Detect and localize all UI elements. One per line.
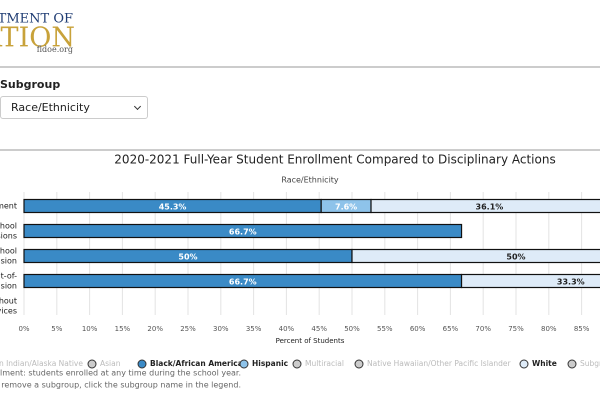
chart-subtitle: Race/Ethnicity	[281, 176, 339, 185]
legend-marker[interactable]	[137, 359, 147, 369]
data-label: 45.3%	[159, 203, 187, 212]
legend-label[interactable]: Black/African American	[150, 359, 248, 368]
data-label: 66.7%	[229, 278, 257, 287]
subgroup-select[interactable]: Race/Ethnicity	[0, 96, 148, 119]
note: Enrollment: students enrolled at any tim…	[0, 369, 241, 378]
x-tick-label: 5%	[51, 325, 62, 333]
filter-label: Subgroup	[0, 78, 60, 91]
legend-label[interactable]: Multiracial	[305, 359, 344, 368]
x-tick-label: 25%	[180, 325, 196, 333]
x-tick-label: 75%	[508, 325, 524, 333]
data-label: 36.1%	[476, 203, 504, 212]
x-tick-label: 35%	[246, 325, 262, 333]
legend-marker[interactable]	[292, 359, 302, 369]
legend-marker[interactable]	[87, 359, 97, 369]
bar-segment	[351, 248, 600, 264]
x-tick-label: 60%	[410, 325, 426, 333]
x-tick-label: 85%	[574, 325, 590, 333]
y-tick-label: In-School	[0, 247, 17, 256]
data-label: 7.6%	[335, 203, 357, 212]
bar-segment	[460, 273, 600, 289]
y-tick-label: Out-of-	[0, 272, 17, 281]
note: To add or remove a subgroup, click the s…	[0, 381, 241, 390]
plot: 0% 5% 10% 15% 20% 25% 30% 35% 40% 45% 50% 55% 60% 65%…	[0, 192, 600, 390]
y-tick-label: Out-of-School	[0, 222, 17, 231]
y-tick-label: Suspension	[0, 257, 17, 266]
logo-main: EDUCATION	[0, 23, 75, 54]
x-tick-label: 10%	[82, 325, 98, 333]
x-tick-label: 30%	[213, 325, 229, 333]
data-label: 33.3%	[557, 278, 585, 287]
legend-label[interactable]: Native Hawaiian/Other Pacific Islander	[367, 359, 512, 368]
data-label: 66.7%	[229, 228, 257, 237]
data-label: 50%	[506, 253, 525, 262]
bar-segment	[370, 198, 600, 214]
legend-marker[interactable]	[519, 359, 529, 369]
x-axis-label: Percent of Students	[276, 337, 345, 345]
x-tick-label: 20%	[147, 325, 163, 333]
legend-label[interactable]: White	[532, 359, 557, 368]
x-tick-label: 0%	[18, 325, 29, 333]
x-tick-label: 65%	[443, 325, 459, 333]
legend-marker[interactable]	[354, 359, 364, 369]
y-tick-label: Enrollment	[0, 202, 17, 211]
logo-url[interactable]: fldoe.org	[37, 45, 73, 54]
x-tick-label: 50%	[344, 325, 360, 333]
y-tick-label: Suspensions	[0, 232, 17, 241]
y-tick-label: Expulsion Without	[0, 297, 17, 306]
legend-marker[interactable]	[239, 359, 249, 369]
y-tick-label: Services	[0, 307, 17, 316]
legend-label[interactable]: Asian	[100, 359, 121, 368]
legend-label[interactable]: Hispanic	[252, 359, 288, 368]
bar-segment	[23, 223, 463, 239]
x-tick-label: 15%	[115, 325, 131, 333]
legend-marker[interactable]	[567, 359, 577, 369]
data-label: 50%	[178, 253, 197, 262]
x-tick-label: 70%	[475, 325, 491, 333]
logo-top: DEPARTMENT OF	[0, 12, 73, 27]
y-tick-label: Expulsion	[0, 282, 17, 291]
chart-title: 2020-2021 Full-Year Student Enrollment C…	[114, 153, 555, 167]
legend-label[interactable]: American Indian/Alaska Native	[0, 359, 83, 368]
x-tick-label: 45%	[311, 325, 327, 333]
legend-label[interactable]: Subgroup	[580, 359, 600, 368]
x-tick-label: 55%	[377, 325, 393, 333]
x-tick-label: 40%	[279, 325, 295, 333]
x-tick-label: 80%	[541, 325, 557, 333]
